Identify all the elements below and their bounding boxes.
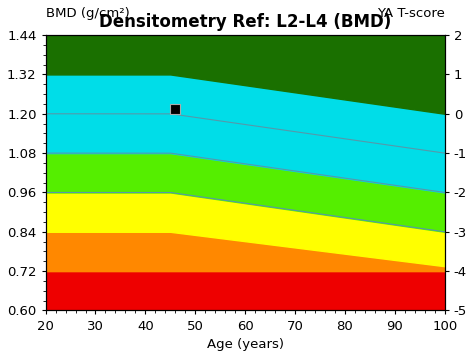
Text: BMD (g/cm²): BMD (g/cm²): [46, 7, 129, 20]
Text: YA T-score: YA T-score: [377, 7, 445, 20]
X-axis label: Age (years): Age (years): [207, 338, 283, 351]
Title: Densitometry Ref: L2-L4 (BMD): Densitometry Ref: L2-L4 (BMD): [99, 13, 392, 31]
Point: [172, 106, 179, 112]
